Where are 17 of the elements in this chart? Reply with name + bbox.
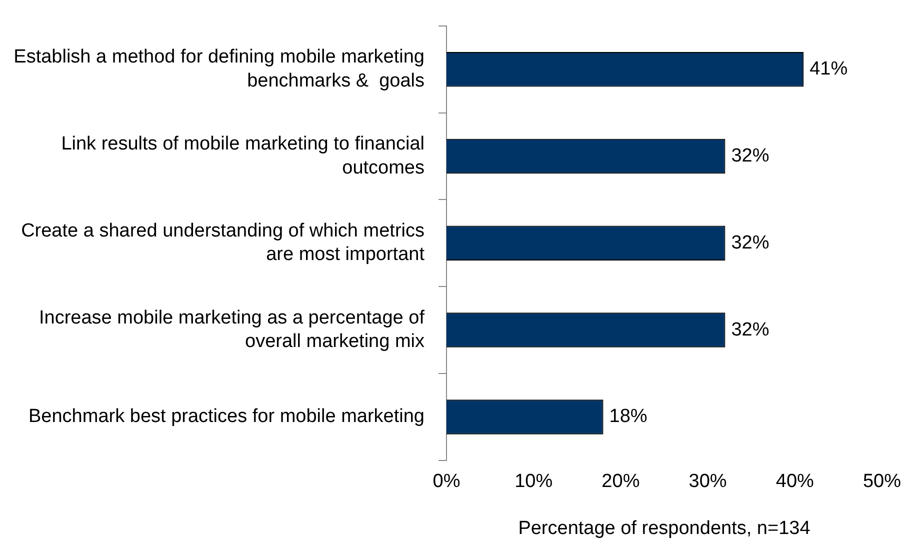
y-tick-label: Increase mobile marketing as a percentage of overall marketing mix <box>39 307 426 352</box>
x-tick-label: 30% <box>688 471 727 492</box>
data-label: 18% <box>609 406 648 428</box>
x-tick-label: 20% <box>602 471 640 492</box>
y-tick-label: Benchmark best practices for mobile marketing <box>28 406 424 428</box>
x-tick-label: 50% <box>862 471 902 492</box>
y-tick-label: Establish a method for defining mobile marketing benchmarks & goals <box>14 46 424 92</box>
y-tick-label: Create a shared understanding of which metrics are most important <box>21 220 426 266</box>
data-label: 32% <box>731 319 770 340</box>
x-axis-title: Percentage of respondents, n=134 <box>518 518 811 539</box>
data-label: 32% <box>731 232 770 254</box>
y-tick-label: Link results of mobile marketing to financial outcomes <box>61 134 424 178</box>
x-tick-label: 40% <box>776 471 814 492</box>
x-tick-label: 0% <box>432 471 460 492</box>
data-label: 41% <box>810 58 848 80</box>
x-tick-label: 10% <box>514 471 553 492</box>
data-label: 32% <box>731 145 770 166</box>
